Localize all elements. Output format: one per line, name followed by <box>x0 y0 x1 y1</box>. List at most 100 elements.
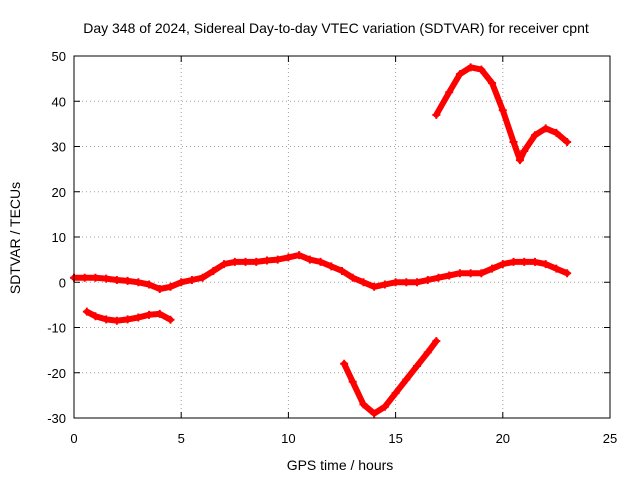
y-tick-label: -30 <box>47 411 66 426</box>
data-point <box>509 137 518 146</box>
x-tick-label: 15 <box>388 431 402 446</box>
data-point <box>563 269 572 278</box>
data-point <box>145 310 154 319</box>
data-point <box>230 257 239 266</box>
data-point <box>498 260 507 269</box>
data-point <box>102 315 111 324</box>
data-point <box>477 269 486 278</box>
data-point <box>123 276 132 285</box>
data-point <box>209 266 218 275</box>
data-point <box>563 137 572 146</box>
data-point <box>423 348 432 357</box>
data-point <box>432 110 441 119</box>
data-point <box>488 79 497 88</box>
series-dip-arc <box>340 337 441 418</box>
data-point <box>530 257 539 266</box>
data-point <box>348 377 357 386</box>
data-point <box>455 70 464 79</box>
series-high-arc <box>432 63 572 165</box>
data-point <box>552 264 561 273</box>
data-point <box>434 273 443 282</box>
data-point <box>262 256 271 265</box>
y-tick-label: 10 <box>52 230 66 245</box>
data-point <box>541 260 550 269</box>
series-line <box>341 338 440 417</box>
data-point <box>370 409 379 418</box>
data-point <box>359 400 368 409</box>
data-series <box>70 63 572 418</box>
series-main-track <box>70 251 572 294</box>
x-tick-label: 0 <box>70 431 77 446</box>
data-point <box>155 285 164 294</box>
data-point <box>295 251 304 260</box>
data-point <box>166 282 175 291</box>
data-point <box>445 271 454 280</box>
data-point <box>134 313 143 322</box>
data-point <box>112 316 121 325</box>
data-point <box>413 278 422 287</box>
series-low-early-arc <box>82 307 175 325</box>
data-point <box>488 264 497 273</box>
data-point <box>380 280 389 289</box>
x-axis-ticks: 0 5 10 15 20 25 <box>70 56 617 446</box>
data-point <box>316 257 325 266</box>
data-point <box>166 315 175 324</box>
y-axis-label: SDTVAR / TECUs <box>7 182 23 294</box>
data-point <box>198 273 207 282</box>
data-point <box>273 255 282 264</box>
data-point <box>477 65 486 74</box>
x-tick-label: 25 <box>603 431 617 446</box>
data-point <box>445 88 454 97</box>
series-line <box>433 64 571 164</box>
y-tick-label: -20 <box>47 366 66 381</box>
data-point <box>305 255 314 264</box>
data-point <box>252 257 261 266</box>
data-point <box>466 63 475 72</box>
data-point <box>402 278 411 287</box>
data-point <box>134 278 143 287</box>
data-point <box>82 307 91 316</box>
data-point <box>552 128 561 137</box>
x-axis-label: GPS time / hours <box>287 457 394 473</box>
y-axis-ticks: -30 -20 -10 0 10 20 30 40 50 <box>47 49 610 426</box>
data-point <box>327 262 336 271</box>
y-tick-label: 0 <box>59 275 66 290</box>
data-point <box>220 260 229 269</box>
x-tick-label: 20 <box>496 431 510 446</box>
data-point <box>91 312 100 321</box>
data-point <box>155 309 164 318</box>
data-point <box>413 361 422 370</box>
data-point <box>338 266 346 275</box>
data-point <box>423 275 432 284</box>
x-tick-label: 5 <box>178 431 185 446</box>
data-point <box>177 278 186 287</box>
data-point <box>112 275 121 284</box>
y-tick-label: 30 <box>52 140 66 155</box>
data-point <box>359 278 368 287</box>
y-tick-label: 20 <box>52 185 66 200</box>
data-point <box>241 257 250 266</box>
data-point <box>391 278 400 287</box>
data-point <box>541 124 550 133</box>
x-tick-label: 10 <box>281 431 295 446</box>
data-point <box>466 269 475 278</box>
data-point <box>145 280 154 289</box>
data-point <box>402 375 411 384</box>
y-tick-label: 40 <box>52 94 66 109</box>
data-point <box>432 337 441 346</box>
data-point <box>498 106 507 115</box>
data-point <box>515 156 524 165</box>
data-point <box>370 282 379 291</box>
data-point <box>340 359 349 368</box>
data-point <box>91 273 100 282</box>
data-point <box>284 253 293 262</box>
data-point <box>520 147 529 156</box>
y-tick-label: 50 <box>52 49 66 64</box>
data-point <box>80 273 89 282</box>
data-point <box>187 275 196 284</box>
data-point <box>123 315 132 324</box>
chart-title: Day 348 of 2024, Sidereal Day-to-day VTE… <box>83 20 589 36</box>
data-point <box>530 131 539 140</box>
data-point <box>380 402 389 411</box>
